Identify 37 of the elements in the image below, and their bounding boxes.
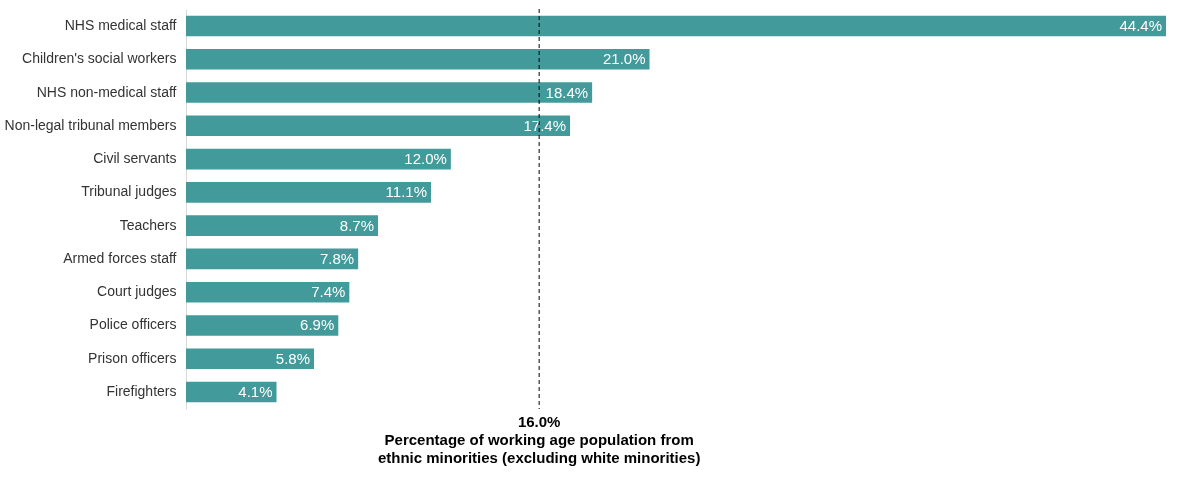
data-label: 12.0% bbox=[404, 150, 447, 168]
data-label: 18.4% bbox=[545, 83, 589, 101]
y-tick-label: Civil servants bbox=[93, 150, 177, 167]
ref-line-label: 16.0% bbox=[517, 413, 561, 430]
bar bbox=[186, 148, 451, 170]
y-tick-label: Prison officers bbox=[88, 349, 177, 366]
data-label: 5.8% bbox=[275, 349, 311, 367]
y-tick-label: Children's social workers bbox=[22, 50, 177, 67]
bar bbox=[186, 82, 593, 103]
y-tick-label: Court judges bbox=[97, 283, 177, 300]
bar bbox=[186, 348, 315, 370]
data-label: 21.0% bbox=[602, 50, 646, 68]
bar bbox=[186, 15, 1166, 37]
bar bbox=[186, 248, 359, 270]
data-label: 7.4% bbox=[311, 283, 346, 301]
bar bbox=[186, 48, 650, 70]
y-tick-label: Non-legal tribunal members bbox=[4, 116, 177, 133]
text: Percentage of working age population from ethnic minorities (excluding white minorities) bbox=[377, 431, 701, 466]
data-label: 11.1% bbox=[385, 183, 427, 201]
y-tick-label: NHS medical staff bbox=[64, 16, 177, 33]
data-label: 44.4% bbox=[1119, 16, 1162, 34]
data-label: 7.8% bbox=[319, 249, 355, 267]
bar bbox=[186, 315, 339, 336]
data-label: 6.9% bbox=[300, 316, 335, 334]
bar bbox=[186, 115, 571, 137]
y-tick-label: Teachers bbox=[119, 216, 177, 233]
data-label: 17.4% bbox=[523, 116, 567, 134]
bar bbox=[186, 281, 350, 303]
y-tick-label: Armed forces staff bbox=[63, 249, 177, 266]
y-tick-label: Police officers bbox=[89, 316, 177, 333]
bar bbox=[186, 215, 379, 236]
y-tick-label: Firefighters bbox=[106, 383, 177, 400]
bar bbox=[186, 182, 431, 203]
y-tick-label: NHS non-medical staff bbox=[36, 83, 177, 100]
data-label: 4.1% bbox=[238, 383, 273, 401]
y-tick-label: Tribunal judges bbox=[81, 183, 177, 200]
data-label: 8.7% bbox=[339, 216, 375, 234]
